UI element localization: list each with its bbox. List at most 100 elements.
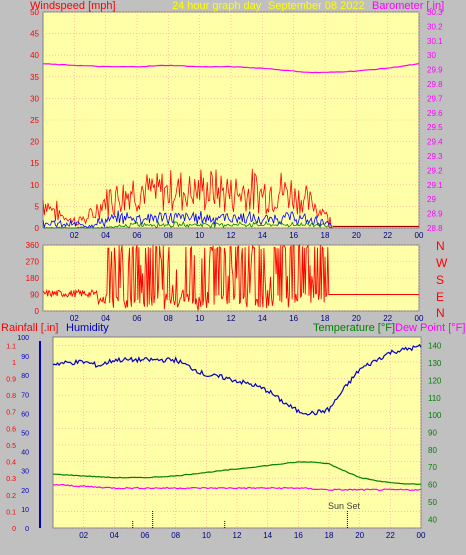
hour-tick-label: 20 (352, 314, 361, 323)
hour-tick-label: 14 (258, 231, 267, 240)
rainfall-tick-label: 0.9 (6, 377, 16, 384)
hour-tick-label: 14 (263, 531, 272, 540)
barometer-tick-label: 29.4 (427, 138, 443, 147)
compass-label-e: E (436, 290, 444, 304)
temperature-tick-label: 100 (428, 411, 442, 420)
temperature-tick-label: 110 (428, 394, 441, 403)
temperature-tick-label: 50 (428, 498, 437, 507)
grid-lines (39, 11, 422, 529)
hour-tick-label: 04 (101, 231, 110, 240)
hour-tick-label: 12 (227, 231, 236, 240)
windspeed-tick-label: 40 (30, 51, 39, 60)
barometer-tick-label: 29.8 (427, 80, 443, 89)
tick-labels: 0510152025303540455028.828.92929.129.229… (6, 8, 443, 540)
windspeed-tick-label: 5 (35, 202, 40, 211)
dewpoint-axis-label: Dew Point [°F] (395, 322, 465, 334)
humidity-tick-label: 30 (21, 469, 29, 476)
rainfall-tick-label: 0.2 (6, 493, 16, 500)
windspeed-tick-label: 10 (30, 181, 39, 190)
direction-tick-label: 360 (26, 241, 40, 250)
humidity-tick-label: 80 (21, 373, 29, 380)
rainfall-tick-label: 0.4 (6, 460, 16, 467)
hour-tick-label: 16 (294, 531, 303, 540)
compass-label-w: W (436, 256, 448, 270)
hour-tick-label: 00 (415, 231, 424, 240)
hour-tick-label: 06 (133, 231, 142, 240)
humidity-tick-label: 100 (17, 335, 29, 342)
hour-tick-label: 06 (133, 314, 142, 323)
hour-tick-label: 12 (233, 531, 242, 540)
series-layer (42, 63, 422, 528)
humidity-tick-label: 40 (21, 450, 29, 457)
temperature-axis-label: Temperature [°F] (313, 322, 395, 334)
hour-tick-label: 02 (79, 531, 88, 540)
humidity-tick-label: 0 (25, 526, 29, 533)
compass-label-n-bottom: N (436, 306, 445, 320)
rainfall-tick-label: 0.6 (6, 426, 16, 433)
direction-tick-label: 270 (26, 258, 40, 267)
barometer-tick-label: 29.5 (427, 123, 443, 132)
windspeed-tick-label: 30 (30, 94, 39, 103)
barometer-tick-label: 29.3 (427, 152, 443, 161)
humidity-tick-label: 90 (21, 354, 29, 361)
hour-tick-label: 10 (202, 531, 211, 540)
barometer-tick-label: 29.6 (427, 109, 443, 118)
rainfall-axis-label: Rainfall [.in] (1, 322, 58, 334)
temperature-tick-label: 120 (428, 376, 442, 385)
wind-direction-series (42, 244, 419, 311)
barometer-axis-label: Barometer [.in] (372, 0, 444, 12)
temperature-tick-label: 140 (428, 342, 442, 351)
barometer-tick-label: 29.2 (427, 166, 443, 175)
humidity-tick-label: 50 (21, 431, 29, 438)
barometer-tick-label: 30.2 (427, 22, 443, 31)
barometer-tick-label: 29 (427, 195, 436, 204)
temperature-tick-label: 80 (428, 446, 437, 455)
hour-tick-label: 08 (164, 231, 173, 240)
hour-tick-label: 08 (164, 314, 173, 323)
direction-tick-label: 90 (30, 291, 39, 300)
hour-tick-label: 02 (70, 231, 79, 240)
barometer-tick-label: 28.8 (427, 224, 443, 233)
barometer-tick-label: 30 (427, 51, 436, 60)
humidity-tick-label: 60 (21, 411, 29, 418)
hour-tick-label: 16 (289, 314, 298, 323)
hour-tick-label: 10 (195, 314, 204, 323)
windspeed-tick-label: 15 (30, 159, 39, 168)
humidity-tick-label: 20 (21, 488, 29, 495)
wind-gust-series (42, 168, 333, 229)
humidity-axis-label: Humidity (66, 322, 109, 334)
rainfall-tick-label: 1.1 (6, 343, 16, 350)
compass-label-s: S (436, 273, 444, 287)
rainfall-tick-label: 0.7 (6, 410, 16, 417)
rainfall-tick-label: 1 (12, 360, 16, 367)
direction-tick-label: 0 (35, 307, 40, 316)
barometer-tick-label: 30.1 (427, 37, 443, 46)
windspeed-tick-label: 45 (30, 30, 39, 39)
rainfall-tick-label: 0.1 (6, 509, 16, 516)
hour-tick-label: 14 (258, 314, 267, 323)
direction-tick-label: 180 (26, 274, 40, 283)
temperature-tick-label: 60 (428, 481, 437, 490)
sunset-label: Sun Set (328, 501, 361, 511)
hour-tick-label: 18 (325, 531, 334, 540)
barometer-tick-label: 29.7 (427, 94, 443, 103)
hour-tick-label: 12 (227, 314, 236, 323)
temperature-tick-label: 130 (428, 359, 442, 368)
hour-tick-label: 04 (101, 314, 110, 323)
wind-low-series (42, 220, 333, 229)
windspeed-tick-label: 25 (30, 116, 39, 125)
hour-tick-label: 08 (171, 531, 180, 540)
barometer-tick-label: 28.9 (427, 210, 443, 219)
humidity-series (52, 343, 422, 416)
rainfall-tick-label: 0.5 (6, 443, 16, 450)
hour-tick-label: 00 (417, 531, 426, 540)
windspeed-tick-label: 20 (30, 138, 39, 147)
hour-tick-label: 02 (70, 314, 79, 323)
hour-tick-label: 04 (110, 531, 119, 540)
hour-tick-label: 10 (195, 231, 204, 240)
humidity-tick-label: 70 (21, 392, 29, 399)
windspeed-tick-label: 50 (30, 8, 39, 17)
hour-tick-label: 18 (321, 314, 330, 323)
hour-tick-label: 22 (386, 531, 395, 540)
hour-tick-label: 06 (141, 531, 150, 540)
